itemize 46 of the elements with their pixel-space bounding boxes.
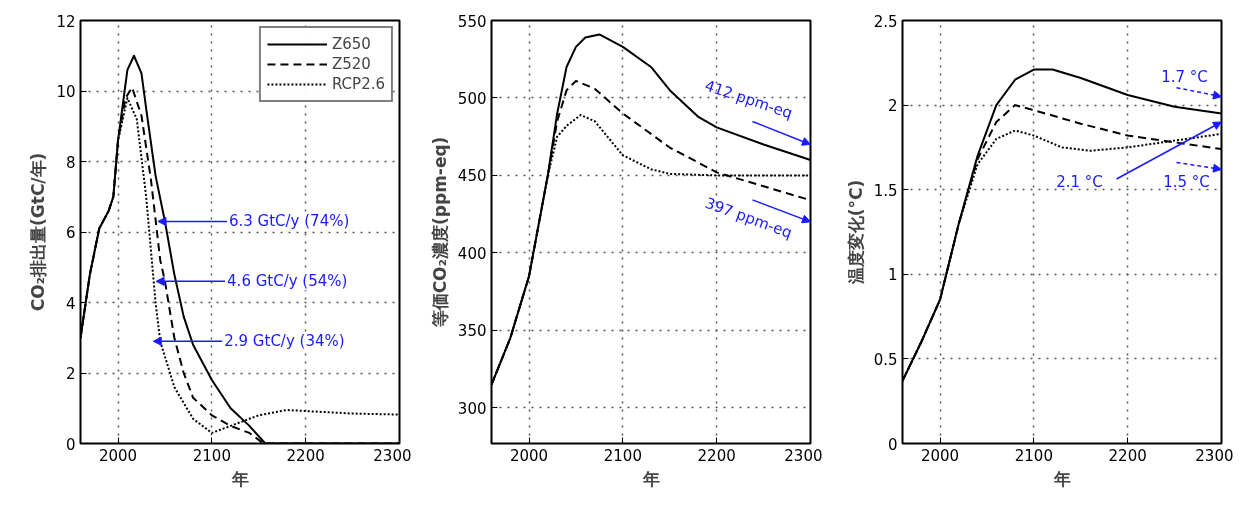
x-tick-label: 2200: [1108, 446, 1147, 465]
y-tick-label: 2: [65, 365, 76, 383]
x-axis-title: 年: [1052, 468, 1071, 489]
y-tick-label: 1: [887, 266, 898, 285]
y-axis-title: CO₂排出量(GtC/年): [28, 152, 49, 312]
y-tick-label: 8: [65, 153, 76, 172]
y-tick-label: 0: [887, 435, 898, 454]
annotation: 4.6 GtC/y (54%): [227, 272, 348, 291]
y-tick-label: 550: [457, 12, 487, 31]
y-tick-label: 300: [457, 399, 487, 418]
y-axis-title: 等価CO₂濃度(ppm-eq): [429, 136, 450, 329]
x-tick-label: 2200: [697, 446, 736, 465]
y-axis-title: 温度変化(°C): [845, 179, 866, 286]
annotation: 1.7 °C: [1161, 67, 1208, 86]
x-tick-label: 2300: [373, 446, 412, 465]
x-tick-label: 2000: [98, 446, 138, 465]
y-tick-label: 2: [887, 97, 898, 116]
y-tick-label: 4: [65, 294, 76, 313]
y-tick-label: 400: [457, 244, 487, 263]
y-tick-label: 500: [457, 89, 487, 108]
x-axis-title: 年: [641, 468, 660, 489]
y-tick-label: 6: [65, 224, 76, 242]
annotation: 2.1 °C: [1056, 173, 1103, 192]
annotation: 1.5 °C: [1163, 173, 1210, 192]
legend-label: Z650: [331, 35, 371, 53]
annotation: 2.9 GtC/y (34%): [224, 332, 345, 351]
y-tick-label: 1.5: [873, 181, 898, 200]
x-axis-title: 年: [230, 468, 249, 489]
x-tick-label: 2200: [286, 446, 325, 465]
y-tick-label: 450: [457, 167, 487, 186]
y-tick-label: 10: [56, 83, 76, 101]
legend-label: RCP2.6: [331, 75, 385, 93]
y-tick-label: 2.5: [873, 12, 898, 31]
y-tick-label: 350: [457, 322, 487, 341]
x-tick-label: 2300: [784, 446, 823, 465]
x-tick-label: 2100: [1014, 446, 1053, 465]
annotation: 6.3 GtC/y (74%): [228, 212, 350, 231]
x-tick-label: 2100: [192, 446, 231, 465]
x-tick-label: 2000: [920, 446, 960, 465]
x-tick-label: 2300: [1195, 446, 1234, 465]
y-tick-label: 0: [65, 435, 76, 454]
x-tick-label: 2100: [603, 446, 642, 465]
x-tick-label: 2000: [509, 446, 549, 465]
y-tick-label: 12: [56, 12, 76, 31]
y-tick-label: 0.5: [873, 350, 898, 369]
legend-label: Z520: [331, 55, 371, 73]
